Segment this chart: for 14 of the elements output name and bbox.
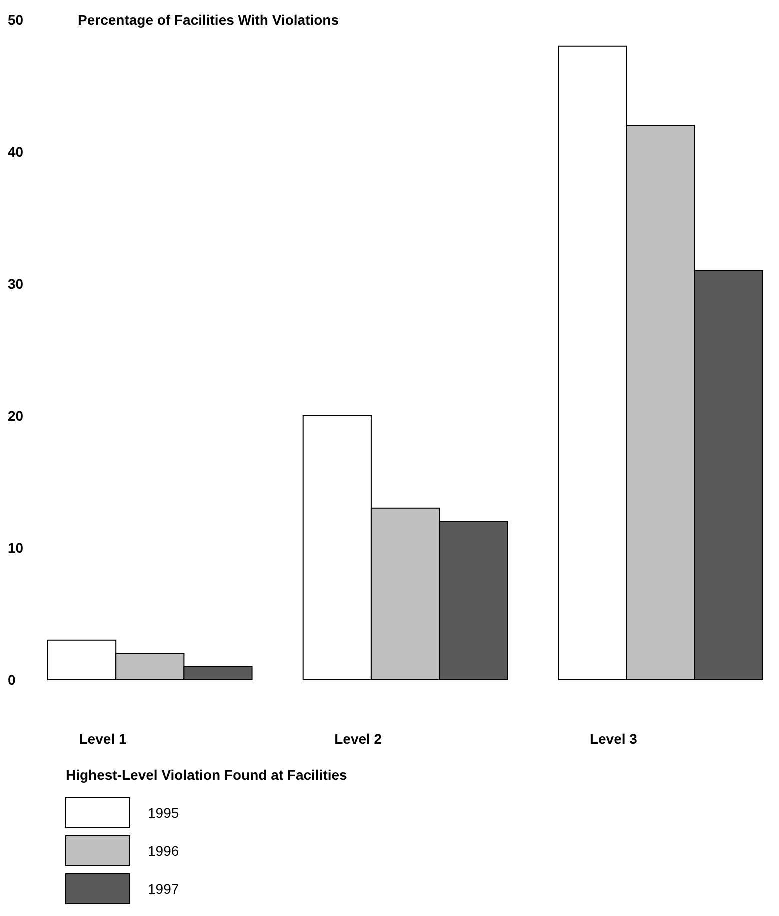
y-tick-label: 0 — [8, 672, 16, 688]
legend-label: 1997 — [148, 880, 180, 897]
y-tick-label: 50 — [8, 12, 24, 28]
legend-label: 1996 — [148, 842, 180, 859]
x-axis-title: Highest-Level Violation Found at Facilities — [66, 767, 348, 783]
x-tick-label: Level 1 — [79, 731, 127, 747]
y-tick-label: 20 — [8, 408, 24, 424]
x-tick-label: Level 3 — [590, 731, 638, 747]
legend-label: 1995 — [148, 804, 180, 821]
y-tick-label: 40 — [8, 144, 24, 160]
x-tick-label: Level 2 — [334, 731, 382, 747]
y-tick-label: 30 — [8, 276, 24, 292]
y-axis-title: Percentage of Facilities With Violations — [78, 12, 340, 28]
y-tick-label: 10 — [8, 540, 24, 556]
